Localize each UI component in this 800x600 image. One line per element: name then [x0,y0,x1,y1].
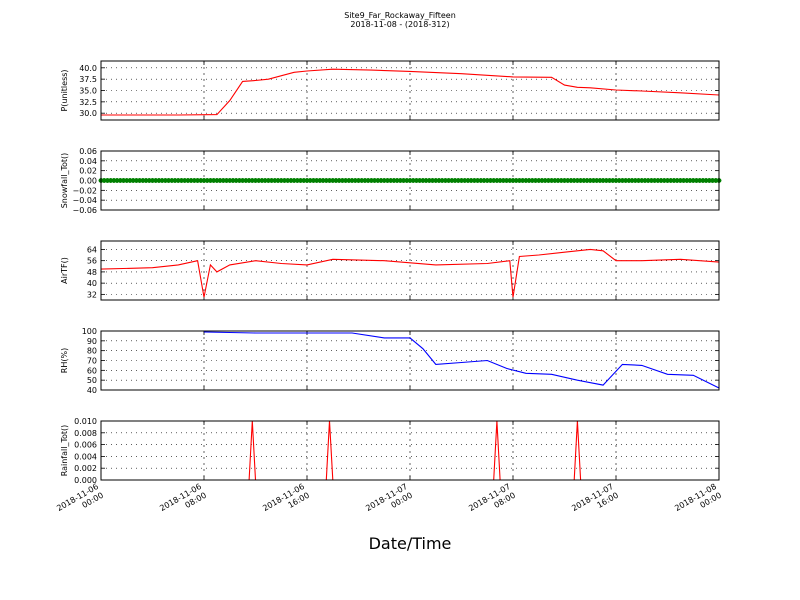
y-tick-label: 0.006 [74,441,97,450]
y-tick-label: 90 [87,337,97,346]
y-tick-label: −0.04 [72,196,97,205]
chart-panel-2: −0.06−0.04−0.020.000.020.040.06 Snowfall_… [60,147,722,215]
x-tick-label: 2018-11-0800:00 [673,482,723,522]
chart-panel-3: 32 40 48 56 64 AirTF() [60,240,720,301]
y-tick-label: −0.02 [72,186,97,195]
x-axis-label: Date/Time [368,534,452,553]
chart-subtitle: 2018-11-08 - (2018-312) [350,20,450,29]
y-tick-label: 40.0 [79,64,97,73]
y-tick-label: 80 [87,347,97,356]
series-line [101,248,719,298]
y-tick-label: 56 [87,257,97,266]
y-axis-label: Snowfall_Tot() [60,153,69,209]
y-tick-label: 0.000 [74,476,97,485]
y-tick-label: 70 [87,357,97,366]
axes-frame [100,240,720,301]
y-tick-label: 0.00 [79,177,97,186]
y-tick-label: 48 [87,268,97,277]
y-tick-label: 0.06 [79,147,97,156]
series-line [101,421,719,480]
y-axis-label: AirTF() [60,257,69,284]
series-line [101,68,719,116]
series-line [203,331,719,389]
axes-frame [100,60,720,121]
x-tick-label: 2018-11-0700:00 [364,482,414,522]
y-axis-label: Rainfall_Tot() [60,425,69,477]
chart-panel-5: 0.000 0.002 0.004 0.006 0.008 0.010 Rainfall_T… [60,417,720,485]
y-tick-label: 35.0 [79,87,97,96]
x-tick-label: 2018-11-0608:00 [158,482,208,522]
y-axis-label: P(unitless) [60,69,69,111]
y-tick-label: 0.010 [74,417,97,426]
axes-frame [100,420,720,481]
y-tick-label: 40 [87,386,97,395]
y-tick-label: 0.004 [74,452,97,461]
x-tick-label: 2018-11-0600:00 [55,482,105,522]
y-tick-label: 37.5 [79,75,97,84]
y-tick-label: 50 [87,376,97,385]
y-tick-label: 60 [87,366,97,375]
axes-frame [100,150,720,211]
y-tick-label: 0.02 [79,167,97,176]
chart-panel-1: 30.0 32.5 35.0 37.5 40.0 P(unitless) [60,60,720,121]
y-axis-label: RH(%) [60,348,69,373]
y-tick-label: 100 [82,327,97,336]
x-tick-label: 2018-11-0616:00 [261,482,311,522]
y-tick-label: 30.0 [79,109,97,118]
y-tick-label: 0.04 [79,157,97,166]
y-tick-label: 32.5 [79,98,97,107]
axes-frame [100,330,720,391]
chart-title: Site9_Far_Rockaway_Fifteen [344,11,456,20]
y-tick-label: −0.06 [72,206,97,215]
y-tick-label: 40 [87,279,97,288]
y-tick-label: 32 [87,290,97,299]
y-tick-label: 0.002 [74,464,97,473]
x-tick-label: 2018-11-0716:00 [570,482,620,522]
y-tick-label: 64 [87,245,97,254]
x-tick-label: 2018-11-0708:00 [467,482,517,522]
y-tick-label: 0.008 [74,429,97,438]
